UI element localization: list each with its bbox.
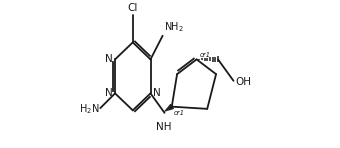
Text: OH: OH <box>235 77 251 87</box>
Text: N: N <box>153 88 160 98</box>
Text: N: N <box>105 54 113 64</box>
Text: NH$_2$: NH$_2$ <box>164 20 184 34</box>
Text: or1: or1 <box>174 110 185 116</box>
Text: N: N <box>105 88 113 98</box>
Text: or1: or1 <box>199 52 210 58</box>
Text: NH: NH <box>156 122 171 132</box>
Text: Cl: Cl <box>128 3 138 13</box>
Text: H$_2$N: H$_2$N <box>79 102 99 116</box>
